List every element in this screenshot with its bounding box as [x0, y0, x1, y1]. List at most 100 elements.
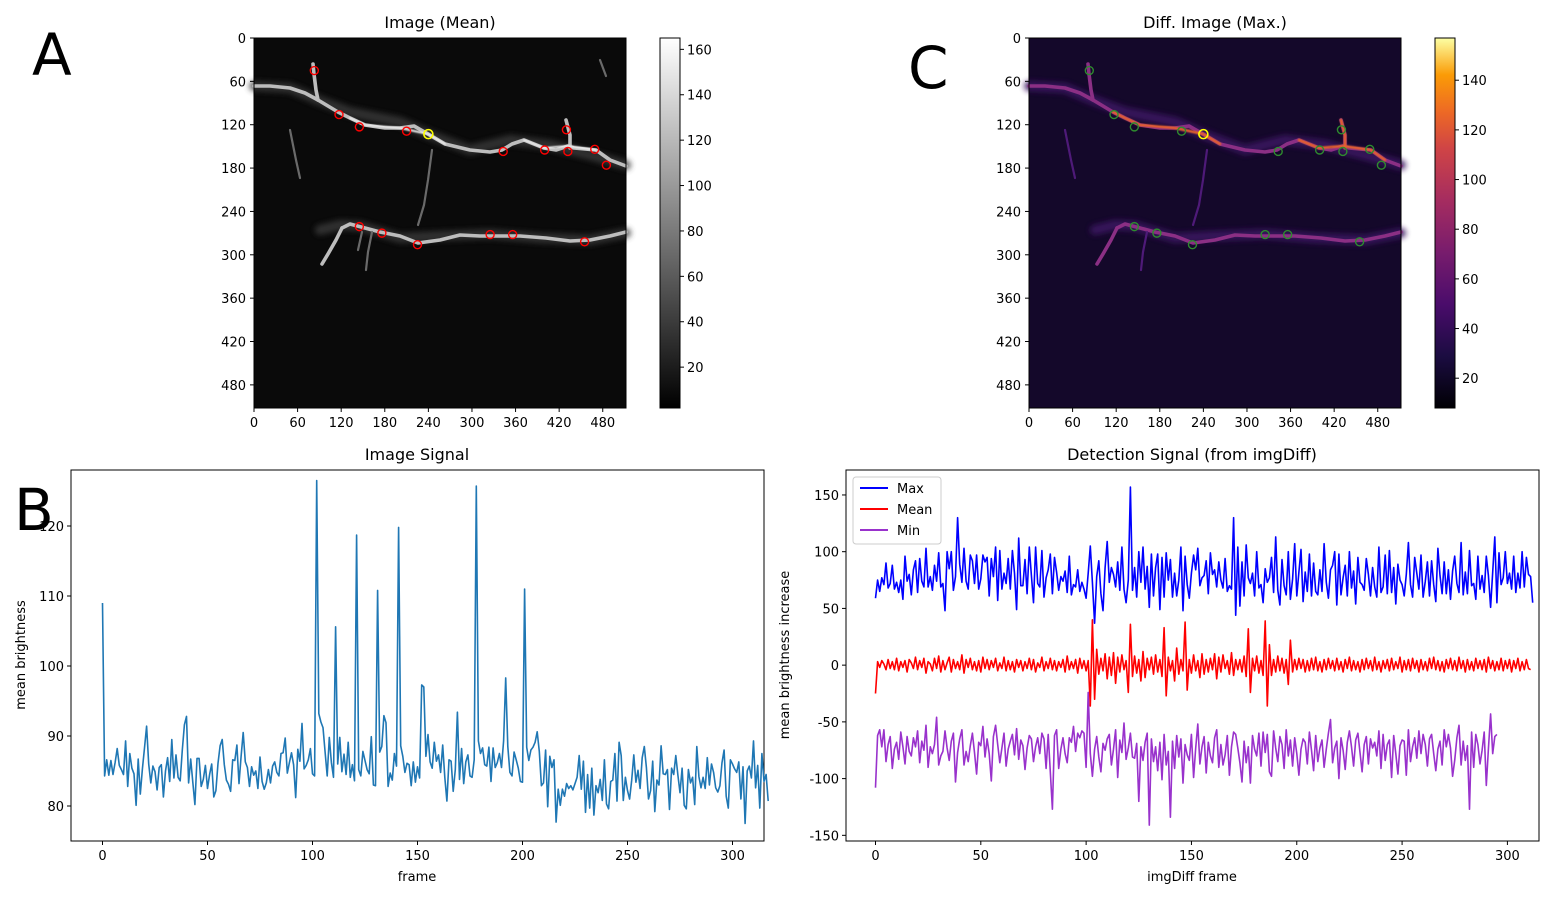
y-tick-label: 50	[822, 602, 839, 617]
dendrite-spine	[564, 118, 572, 150]
roi-marker-selected	[1198, 128, 1209, 140]
dendrite-branch-top	[311, 62, 320, 102]
series-line-mean	[874, 619, 1531, 707]
y-tick-label: 120	[221, 119, 246, 134]
y-tick-label: 360	[221, 292, 246, 307]
y-tick-label: 110	[39, 590, 64, 605]
panel-label-b: B	[14, 476, 54, 544]
roi-marker	[1129, 122, 1140, 132]
y-tick-label: 300	[221, 249, 246, 264]
series-line-min	[874, 691, 1498, 826]
panel-c-title: Diff. Image (Max.)	[1143, 13, 1287, 32]
roi-marker	[539, 145, 550, 155]
panel-label-c: C	[908, 34, 949, 102]
image-c-axes: 0 60 120 180 240 300 360 420 480 0 60 120 180 240 300 3…	[996, 32, 1390, 431]
x-tick-label: 120	[329, 416, 354, 431]
image-a-dendrites	[249, 58, 631, 272]
x-tick-label: 50	[199, 849, 216, 864]
diff-dendrite-lower-branch	[1095, 226, 1119, 266]
image-c-frame	[1028, 37, 1402, 409]
y-tick-label: -150	[809, 829, 839, 844]
y-tick-label: 100	[39, 660, 64, 675]
roi-marker	[1376, 160, 1387, 170]
roi-marker	[561, 125, 572, 135]
x-tick-label: 180	[1147, 416, 1172, 431]
y-tick-label: 120	[39, 520, 64, 535]
panel-a-image-mean: Image (Mean)	[221, 13, 712, 431]
x-tick-label: 50	[973, 849, 990, 864]
x-tick-label: 250	[615, 849, 640, 864]
roi-marker	[590, 144, 600, 154]
plot-d-axes: 0 50 100 150 200 250 300 -150 -100 -50 0 50 100 150	[809, 489, 1519, 864]
roi-marker	[579, 237, 590, 247]
legend-label-mean: Mean	[897, 503, 932, 518]
x-tick-label: 240	[1191, 416, 1216, 431]
x-tick-label: 200	[1284, 849, 1309, 864]
colorbar-tick-label: 40	[1462, 323, 1479, 338]
y-tick-label: 480	[221, 379, 246, 394]
colorbar-tick-label: 20	[1462, 372, 1479, 387]
plot-b-xlabel: frame	[398, 870, 437, 885]
x-tick-label: 200	[510, 849, 535, 864]
x-tick-label: 120	[1104, 416, 1129, 431]
panel-c-diff-image-max: Diff. Image (Max.)	[996, 13, 1487, 431]
roi-marker-selected	[423, 128, 434, 140]
legend-label-min: Min	[897, 524, 920, 539]
roi-marker	[485, 229, 495, 240]
x-tick-label: 60	[289, 416, 306, 431]
colorbar-tick-label: 100	[1462, 174, 1487, 189]
image-c-dendrites	[1024, 62, 1406, 272]
y-tick-label: 360	[996, 292, 1021, 307]
colorbar-tick-label: 40	[687, 316, 704, 331]
roi-marker	[1282, 229, 1293, 240]
image-a-axes: 0 60 120 180 240 300 360 420 480 0 60 120 180 240 300 3…	[221, 32, 615, 431]
plot-b-ylabel: mean brightness	[14, 600, 29, 710]
x-tick-label: 100	[300, 849, 325, 864]
roi-marker	[507, 229, 518, 240]
y-tick-label: 420	[221, 336, 246, 351]
roi-marker	[563, 146, 573, 157]
roi-marker	[1314, 145, 1325, 155]
y-tick-label: 90	[47, 730, 64, 745]
dendrite-lower	[340, 222, 628, 245]
colorbar-a	[659, 37, 681, 409]
colorbar-tick-label: 80	[687, 225, 704, 240]
y-tick-label: 60	[229, 75, 246, 90]
colorbar-tick-label: 140	[687, 89, 712, 104]
panel-d-detection-signal: Detection Signal (from imgDiff) 0 50 100 15…	[778, 445, 1540, 885]
roi-marker	[309, 65, 320, 76]
roi-marker	[498, 146, 508, 157]
image-a-frame	[253, 37, 627, 409]
y-tick-label: -50	[818, 716, 839, 731]
x-tick-label: 300	[1235, 416, 1260, 431]
x-tick-label: 240	[416, 416, 441, 431]
roi-marker	[1260, 229, 1270, 240]
plot-d-ylabel: mean brightness increase	[778, 571, 793, 740]
x-tick-label: 420	[1322, 416, 1347, 431]
roi-marker	[1338, 146, 1348, 157]
roi-marker	[1354, 237, 1365, 247]
plot-d-xlabel: imgDiff frame	[1147, 870, 1237, 885]
y-tick-label: 300	[996, 249, 1021, 264]
roi-marker	[334, 109, 344, 120]
roi-marker	[1152, 228, 1162, 238]
colorbar-tick-label: 160	[687, 43, 712, 58]
roi-marker	[1273, 146, 1283, 157]
x-tick-label: 300	[460, 416, 485, 431]
x-tick-label: 0	[98, 849, 106, 864]
legend-label-max: Max	[897, 482, 924, 497]
x-tick-label: 150	[405, 849, 430, 864]
x-tick-label: 0	[250, 416, 258, 431]
roi-marker	[354, 122, 365, 132]
colorbar-tick-label: 80	[1462, 223, 1479, 238]
dendrite-lower-branch	[320, 226, 344, 266]
colorbar-a-ticks: 20 40 60 80 100 120 140 160	[680, 43, 712, 376]
y-tick-label: 80	[47, 800, 64, 815]
panel-d-title: Detection Signal (from imgDiff)	[1067, 445, 1317, 464]
x-tick-label: 0	[871, 849, 879, 864]
y-tick-label: 0	[831, 659, 839, 674]
y-tick-label: 100	[814, 546, 839, 561]
panel-b-image-signal: Image Signal 0 50 100 150 200 250 300 80 90 100 11…	[14, 445, 769, 885]
y-tick-label: 180	[221, 162, 246, 177]
